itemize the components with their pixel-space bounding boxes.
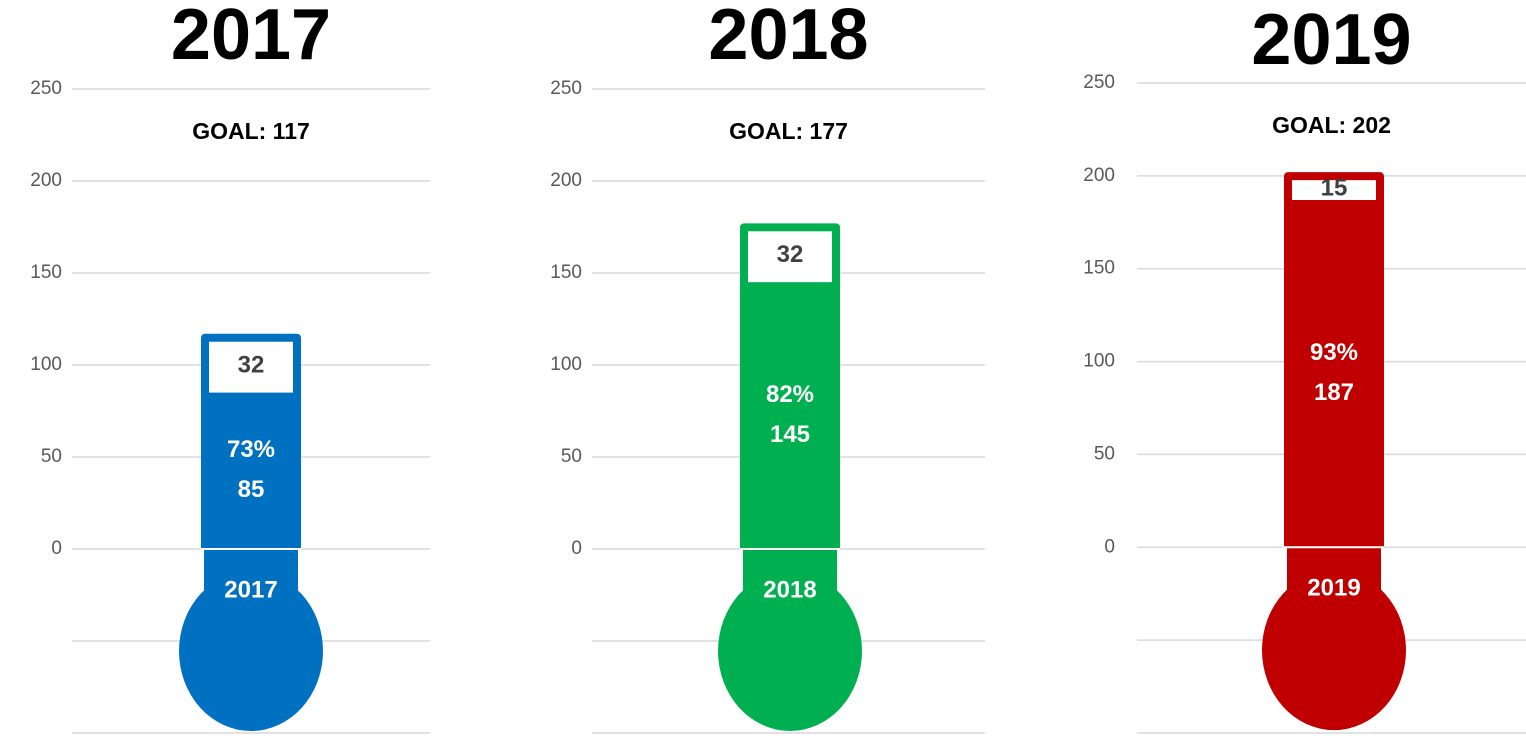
achieved-label: 145 [770, 421, 810, 448]
y-tick-label: 250 [1083, 72, 1115, 93]
achieved-bar [201, 392, 301, 549]
bulb-label: 2017 [224, 576, 277, 603]
remaining-bar [748, 231, 832, 283]
y-tick-label: 150 [30, 262, 62, 283]
bulb-label: 2018 [763, 576, 816, 603]
y-tick-label: 0 [1104, 536, 1115, 557]
y-tick-label: 0 [51, 538, 62, 559]
y-tick-label: 50 [41, 446, 62, 467]
y-tick-label: 100 [30, 354, 62, 375]
thermometer-bulb [179, 571, 323, 731]
remaining-bar [209, 341, 293, 393]
chart-title: 2017 [171, 0, 331, 75]
thermometer-bulb [1262, 570, 1406, 731]
achieved-label: 85 [238, 476, 265, 503]
y-tick-label: 250 [550, 78, 582, 99]
remaining-label: 32 [238, 352, 265, 379]
y-tick-label: 50 [1094, 443, 1115, 464]
achieved-bar [740, 282, 840, 549]
y-tick-label: 150 [550, 262, 582, 283]
y-tick-label: 100 [550, 354, 582, 375]
y-tick-label: 100 [1083, 351, 1115, 372]
achieved-bar [1284, 200, 1384, 548]
goal-label: GOAL: 202 [1272, 112, 1391, 138]
percent-label: 82% [766, 381, 814, 408]
remaining-label: 32 [777, 241, 804, 268]
y-tick-label: 200 [30, 170, 62, 191]
thermometer-bulb [718, 571, 862, 731]
remaining-label: 15 [1321, 174, 1348, 201]
y-tick-label: 200 [1083, 165, 1115, 186]
bulb-label: 2019 [1307, 575, 1360, 602]
y-tick-label: 200 [550, 170, 582, 191]
y-tick-label: 50 [561, 446, 582, 467]
y-tick-label: 250 [30, 78, 62, 99]
goal-label: GOAL: 117 [192, 118, 310, 144]
y-tick-label: 0 [571, 538, 582, 559]
y-tick-label: 150 [1083, 258, 1115, 279]
goal-label: GOAL: 177 [729, 118, 848, 144]
percent-label: 73% [227, 436, 275, 463]
chart-title: 2019 [1251, 0, 1411, 80]
chart-title: 2018 [708, 0, 868, 75]
achieved-label: 187 [1314, 379, 1354, 406]
remaining-bar [1292, 180, 1376, 200]
percent-label: 93% [1310, 339, 1358, 366]
